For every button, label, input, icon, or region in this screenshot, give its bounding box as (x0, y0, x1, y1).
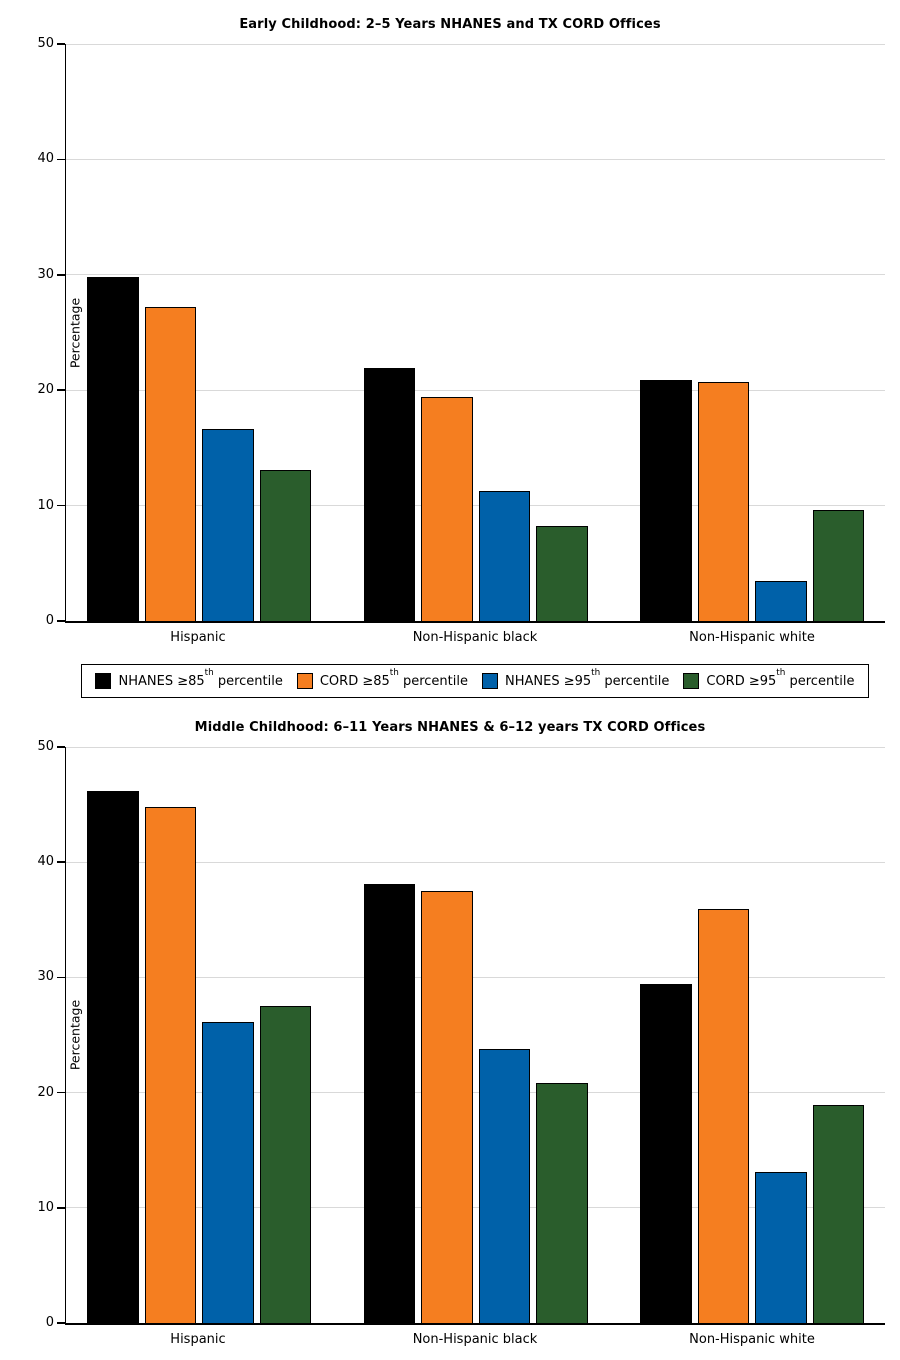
legend-item-cord-95: CORD ≥95th percentile (683, 668, 855, 689)
bar-groups (66, 44, 885, 621)
y-tick-label-10: 10 (37, 1199, 54, 1215)
y-tick-mark-20 (57, 1091, 65, 1094)
x-axis-labels: Hispanic Non-Hispanic black Non-Hispanic w… (65, 623, 885, 646)
legend-swatch-cord-85 (296, 673, 313, 689)
bar (697, 382, 749, 621)
bar (755, 1172, 807, 1323)
y-tick-label-20: 20 (37, 1084, 54, 1100)
x-axis-labels: Hispanic Non-Hispanic black Non-Hispanic w… (65, 1325, 885, 1348)
legend-label-nhanes-85: NHANES ≥85th percentile (118, 668, 283, 689)
bar-group-0 (87, 44, 311, 621)
y-tick-mark-40 (57, 861, 65, 863)
bar (363, 884, 415, 1323)
y-tick-mark-30 (57, 274, 65, 276)
y-tick-label-40: 40 (37, 854, 54, 870)
bar (640, 984, 692, 1323)
plot-area-early-childhood: Percentage 0 10 20 30 40 50 (37, 36, 885, 628)
x-category-label-1: Non-Hispanic black (412, 630, 538, 645)
bar (202, 1022, 254, 1323)
bar (87, 790, 139, 1323)
bar (697, 909, 749, 1323)
x-category-label-0: Hispanic (170, 630, 226, 645)
chart-middle-childhood: Middle Childhood: 6–11 Years NHANES & 6–… (0, 718, 900, 1348)
bar (536, 526, 588, 621)
bar (421, 397, 473, 621)
y-tick-mark-10 (57, 1207, 65, 1209)
plot-area-middle-childhood: Percentage 0 10 20 30 40 50 (37, 739, 885, 1330)
bar (755, 580, 807, 621)
bar (202, 429, 254, 621)
legend-wrap: NHANES ≥85th percentile CORD ≥85th percen… (65, 664, 885, 698)
legend-swatch-nhanes-85 (95, 673, 112, 689)
y-tick-label-50: 50 (37, 739, 54, 754)
bar (812, 510, 864, 621)
chart-title-early-childhood: Early Childhood: 2–5 Years NHANES and TX… (239, 17, 661, 32)
bar (536, 1083, 588, 1323)
legend-label-cord-95: CORD ≥95th percentile (706, 668, 855, 689)
chart-title-middle-childhood: Middle Childhood: 6–11 Years NHANES & 6–… (194, 720, 706, 735)
legend-item-cord-85: CORD ≥85th percentile (296, 668, 468, 689)
y-tick-label-30: 30 (37, 969, 54, 985)
y-tick-mark-20 (57, 389, 65, 391)
y-tick-mark-0 (57, 1322, 65, 1324)
y-tick-mark-30 (57, 976, 65, 979)
y-tick-label-40: 40 (37, 151, 54, 167)
y-tick-label-20: 20 (37, 382, 54, 398)
bar (144, 806, 196, 1323)
bar (144, 307, 196, 621)
y-tick-label-0: 0 (45, 1315, 54, 1330)
y-tick-label-0: 0 (45, 613, 54, 628)
bar-group-2 (640, 44, 864, 621)
y-tick-mark-50 (57, 746, 65, 748)
legend-label-nhanes-95: NHANES ≥95th percentile (505, 668, 670, 689)
bar-group-0 (87, 747, 311, 1323)
bar (421, 891, 473, 1323)
bar (812, 1105, 864, 1323)
y-tick-mark-50 (57, 43, 65, 45)
bar-group-1 (363, 44, 588, 621)
chart-early-childhood: Early Childhood: 2–5 Years NHANES and TX… (0, 0, 900, 646)
bar (259, 469, 311, 621)
legend-label-cord-85: CORD ≥85th percentile (319, 668, 468, 689)
bar (87, 277, 139, 621)
bar-group-2 (640, 747, 864, 1323)
x-category-label-0: Hispanic (170, 1332, 226, 1347)
y-tick-label-30: 30 (37, 266, 54, 282)
legend-swatch-nhanes-95 (482, 673, 498, 689)
y-tick-mark-0 (57, 620, 65, 622)
bar (478, 1048, 530, 1323)
bar (363, 368, 415, 621)
bar-groups (66, 747, 885, 1323)
x-category-label-2: Non-Hispanic white (689, 630, 815, 645)
legend-item-nhanes-85: NHANES ≥85th percentile (95, 668, 283, 689)
legend: NHANES ≥85th percentile CORD ≥85th percen… (81, 664, 869, 698)
legend-swatch-cord-95 (683, 673, 700, 689)
x-category-label-1: Non-Hispanic black (412, 1332, 538, 1347)
bar (478, 490, 530, 621)
y-tick-label-10: 10 (37, 497, 54, 513)
bar (640, 379, 692, 621)
legend-item-nhanes-95: NHANES ≥95th percentile (482, 668, 670, 689)
y-tick-mark-40 (57, 158, 65, 161)
bar-group-1 (363, 747, 588, 1323)
y-tick-mark-10 (57, 504, 65, 507)
y-tick-label-50: 50 (37, 36, 54, 51)
x-category-label-2: Non-Hispanic white (689, 1332, 815, 1347)
bar (259, 1006, 311, 1323)
